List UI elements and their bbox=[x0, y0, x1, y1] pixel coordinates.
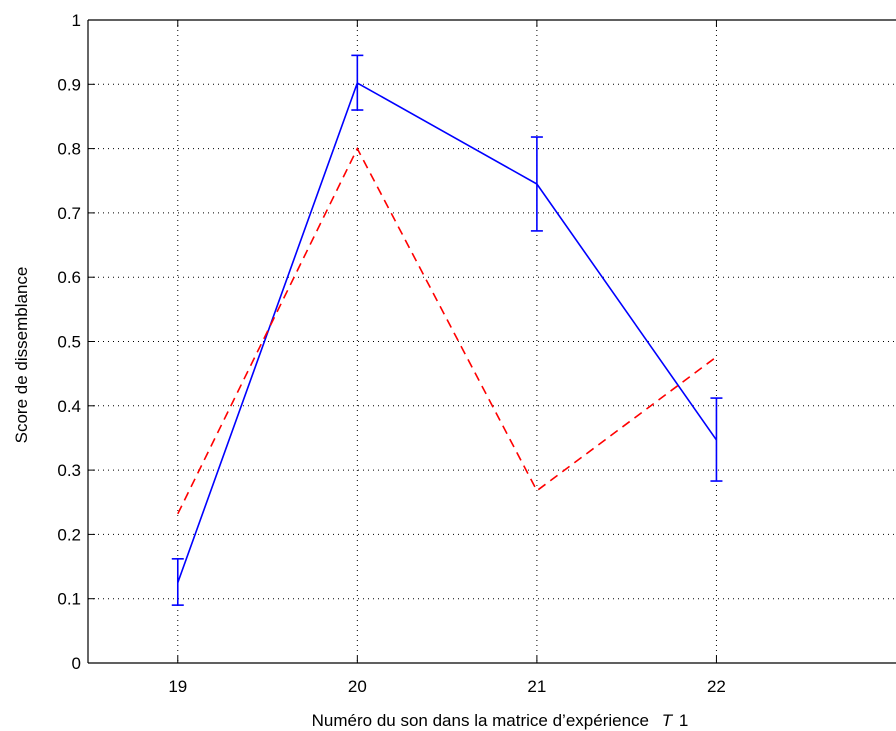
y-tick-label: 0.3 bbox=[57, 461, 81, 480]
y-tick-label: 0.4 bbox=[57, 397, 81, 416]
series-layer bbox=[171, 54, 723, 606]
x-axis-label-text: Numéro du son dans la matrice d’expérien… bbox=[312, 711, 649, 730]
y-tick-label: 1 bbox=[72, 11, 81, 30]
x-axis-label: Numéro du son dans la matrice d’expérien… bbox=[312, 711, 689, 730]
y-tick-label: 0.6 bbox=[57, 268, 81, 287]
y-tick-label: 0.7 bbox=[57, 204, 81, 223]
y-axis-label: Score de dissemblance bbox=[12, 267, 31, 444]
y-tick-label: 0.2 bbox=[57, 525, 81, 544]
tick-labels: 0 0.1 0.2 0.3 0.4 0.5 0.6 0.7 0.8 0.9 1 19 20 21 22 bbox=[57, 11, 726, 696]
x-axis-label-symbol: T bbox=[662, 711, 674, 730]
grid bbox=[88, 20, 896, 663]
y-tick-label: 0.5 bbox=[57, 333, 81, 352]
x-tick-label: 22 bbox=[707, 677, 726, 696]
x-tick-label: 20 bbox=[348, 677, 367, 696]
y-tick-label: 0.1 bbox=[57, 590, 81, 609]
x-tick-label: 21 bbox=[527, 677, 546, 696]
y-tick-label: 0 bbox=[72, 654, 81, 673]
axes bbox=[87, 19, 896, 664]
series-line-2 bbox=[177, 146, 717, 515]
y-tick-label: 0.9 bbox=[57, 75, 81, 94]
x-tick-label: 19 bbox=[168, 677, 187, 696]
y-tick-label: 0.8 bbox=[57, 140, 81, 159]
x-axis-label-index: 1 bbox=[679, 711, 688, 730]
